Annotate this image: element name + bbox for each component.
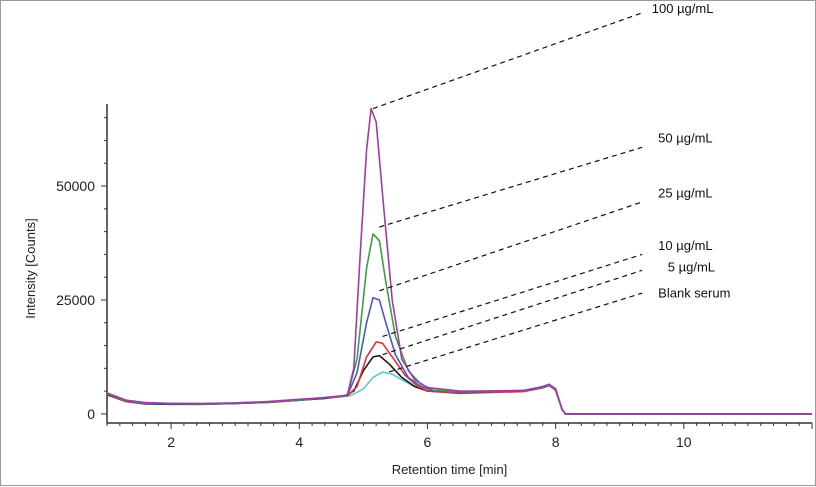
y-tick-label: 0 <box>87 406 95 422</box>
annotation-leader <box>388 292 643 373</box>
y-tick-label: 25000 <box>56 292 95 308</box>
annotation-leader <box>379 201 643 292</box>
annotation-label: 50 µg/mL <box>658 131 712 146</box>
annotation-label: 100 µg/mL <box>652 1 714 16</box>
annotation-label: 10 µg/mL <box>658 238 712 253</box>
annotation-leader <box>372 12 643 110</box>
series-group <box>106 107 812 415</box>
series-line-1 <box>106 354 812 415</box>
x-tick-label: 8 <box>552 434 560 450</box>
axes: 2 4 6 8 10 0 25000 50000 <box>56 104 813 450</box>
x-tick-label: 10 <box>676 434 692 450</box>
annotation-leader <box>382 253 643 337</box>
y-axis-label: Intensity [Counts] <box>23 218 38 318</box>
annotation-label: 25 µg/mL <box>658 185 712 200</box>
series-line-3 <box>106 296 812 415</box>
x-tick-label: 4 <box>295 434 303 450</box>
x-tick-label: 6 <box>424 434 432 450</box>
annotation-leader <box>382 269 643 356</box>
annotation-label: 5 µg/mL <box>668 260 715 275</box>
annotation-leader <box>379 146 643 228</box>
series-line-5 <box>106 107 812 415</box>
x-axis-label: Retention time [min] <box>392 462 508 477</box>
annotation-label: Blank serum <box>658 286 730 301</box>
x-tick-label: 2 <box>167 434 175 450</box>
y-tick-label: 50000 <box>56 178 95 194</box>
annotation-group: 100 µg/mL 50 µg/mL 25 µg/mL 10 µg/mL 5 µg/mL… <box>372 1 730 373</box>
